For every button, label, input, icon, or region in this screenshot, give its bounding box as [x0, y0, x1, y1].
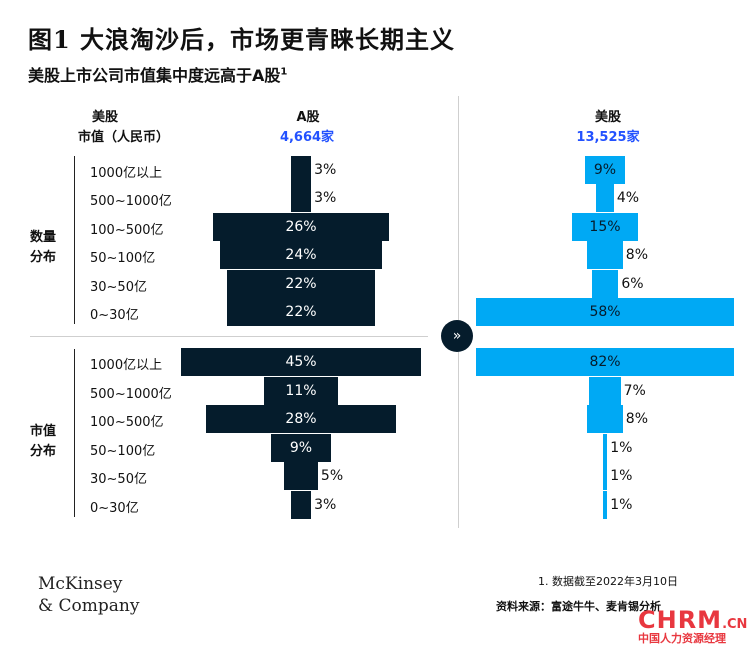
- a-share-value-data-label-0: 45%: [285, 354, 317, 370]
- value-category-label-3: 50~100亿: [90, 444, 156, 459]
- a-share-value-data-label-2: 28%: [285, 411, 317, 427]
- a-share-count-data-label-2: 26%: [285, 219, 317, 235]
- a-share-value-bar-0: [181, 348, 421, 376]
- us-count-data-label-0: 9%: [593, 162, 617, 178]
- count-category-label-4: 30~50亿: [90, 280, 147, 295]
- us-value-data-label-2: 8%: [625, 411, 648, 427]
- a-share-count-data-label-4: 22%: [285, 276, 317, 292]
- us-value-bar-3: [602, 434, 608, 462]
- us-value-data-label-5: 1%: [610, 497, 633, 513]
- a-share-count-data-label-0: 3%: [314, 162, 337, 178]
- watermark-suffix: .CN: [722, 617, 748, 632]
- count-axis-line: [74, 156, 75, 324]
- count-category-label-1: 500~1000亿: [90, 194, 172, 209]
- us-value-bar-2: [587, 405, 623, 433]
- a-share-value-bar-4: [284, 462, 318, 490]
- us-value-data-label-4: 1%: [610, 468, 633, 484]
- value-category-label-0: 1000亿以上: [90, 358, 163, 373]
- us-value-bar-5: [602, 491, 608, 519]
- count-category-label-3: 50~100亿: [90, 251, 156, 266]
- a-share-value-data-label-4: 5%: [320, 468, 344, 484]
- a-share-count-data-label-1: 3%: [314, 190, 337, 206]
- a-share-count-bar-2: [213, 213, 389, 241]
- us-header: 美股: [594, 110, 621, 125]
- subtitle-text: 美股上市公司市值集中度远高于A股: [28, 66, 281, 85]
- a-share-value-data-label-3: 9%: [289, 440, 313, 456]
- value-category-label-1: 500~1000亿: [90, 387, 172, 402]
- a-share-count-bar-5: [226, 298, 376, 326]
- us-value-data-label-1: 7%: [623, 383, 646, 399]
- us-count: 13,525家: [576, 130, 640, 145]
- watermark-main: CHRM: [638, 606, 723, 634]
- section-divider: [30, 336, 428, 337]
- us-value-bar-4: [602, 462, 608, 490]
- us-count-bar-1: [596, 184, 614, 212]
- count-category-label-2: 100~500亿: [90, 223, 164, 238]
- subtitle-footnote-marker: 1: [280, 66, 288, 78]
- a-share-count-data-label-3: 24%: [285, 247, 317, 263]
- us-value-bar-0: [476, 348, 734, 376]
- count-distribution-label: 数量 分布: [30, 230, 57, 265]
- market-divider: [458, 96, 459, 528]
- header-left-line2: 市值（人民币）: [78, 130, 170, 145]
- value-distribution-label: 市值 分布: [30, 424, 57, 459]
- a-share-count-bar-4: [226, 270, 376, 298]
- value-category-label-2: 100~500亿: [90, 415, 164, 430]
- mckinsey-logo-line1: McKinsey: [38, 574, 123, 594]
- a-share-value-bar-1: [263, 377, 339, 405]
- a-share-value-bar-2: [206, 405, 396, 433]
- footnote: 1. 数据截至2022年3月10日: [538, 575, 678, 588]
- us-count-data-label-2: 15%: [589, 219, 621, 235]
- header-left-line1: 美股: [92, 110, 119, 125]
- value-category-label-5: 0~30亿: [90, 501, 139, 516]
- source-note: 资料来源：富途牛牛、麦肯锡分析: [496, 600, 661, 613]
- us-count-bar-3: [587, 241, 623, 269]
- chrm-watermark: CHRM.CN 中国人力资源经理: [638, 606, 747, 646]
- us-count-bar-5: [476, 298, 734, 326]
- mckinsey-logo-line2: & Company: [38, 596, 140, 616]
- us-count-data-label-5: 58%: [589, 304, 621, 320]
- a-share-count-data-label-5: 22%: [285, 304, 317, 320]
- us-count-bar-0: [584, 156, 625, 184]
- us-count-bar-4: [591, 270, 619, 298]
- us-value-data-label-3: 1%: [610, 440, 633, 456]
- a-share-header: A股: [296, 110, 320, 125]
- a-share-value-bar-5: [290, 491, 312, 519]
- watermark-sub: 中国人力资源经理: [638, 632, 726, 645]
- chart-title: 图1 大浪淘沙后，市场更青睐长期主义: [28, 25, 456, 54]
- us-value-bar-1: [589, 377, 621, 405]
- a-share-count: 4,664家: [279, 130, 335, 145]
- a-share-value-data-label-1: 11%: [285, 383, 317, 399]
- a-share-count-bar-1: [290, 184, 312, 212]
- count-category-label-0: 1000亿以上: [90, 166, 163, 181]
- value-category-label-4: 30~50亿: [90, 472, 147, 487]
- count-category-label-5: 0~30亿: [90, 308, 139, 323]
- chart-subtitle: 美股上市公司市值集中度远高于A股1: [28, 62, 287, 86]
- a-share-count-bar-3: [219, 241, 383, 269]
- a-share-value-bar-3: [270, 434, 332, 462]
- value-axis-line: [74, 349, 75, 517]
- us-count-data-label-4: 6%: [621, 276, 644, 292]
- us-count-data-label-1: 4%: [616, 190, 640, 206]
- us-value-data-label-0: 82%: [589, 354, 621, 370]
- a-share-value-data-label-5: 3%: [314, 497, 337, 513]
- us-count-data-label-3: 8%: [625, 247, 648, 263]
- us-count-bar-2: [571, 213, 639, 241]
- double-chevron-right-icon: »: [441, 320, 473, 352]
- a-share-count-bar-0: [290, 156, 312, 184]
